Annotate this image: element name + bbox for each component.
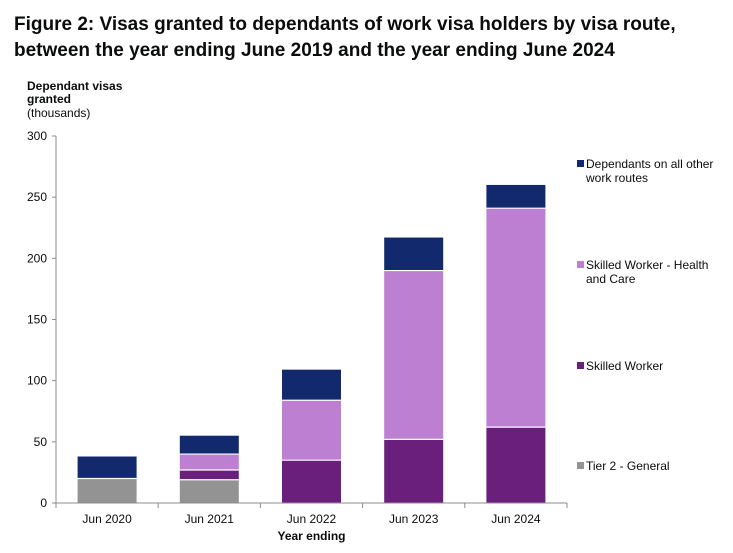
bar-segment <box>486 208 546 428</box>
bar-segment <box>77 456 137 479</box>
bar-segment <box>282 369 341 401</box>
y-axis-label: Dependant visas granted <box>27 79 123 106</box>
x-axis-label: Year ending <box>277 529 345 543</box>
legend-label: Dependants on all other work routes <box>586 157 714 185</box>
y-tick-label: 100 <box>27 374 47 388</box>
x-tick-label: Jun 2021 <box>185 512 235 526</box>
y-tick-label: 250 <box>27 190 47 204</box>
y-tick-label: 150 <box>27 313 47 327</box>
bar-segment <box>179 454 239 470</box>
bar-segment <box>179 469 239 480</box>
bar-segment <box>384 270 444 440</box>
bar-segment <box>179 479 239 503</box>
legend-label: Skilled Worker - Health and Care <box>586 258 709 286</box>
bar-segment <box>384 237 444 271</box>
bar-segment <box>282 400 341 461</box>
x-tick-label: Jun 2022 <box>287 512 337 526</box>
bar-segment <box>179 435 239 455</box>
y-tick-label: 200 <box>27 251 47 265</box>
bar-segment <box>77 478 137 503</box>
y-tick-label: 0 <box>40 496 47 510</box>
legend-swatch <box>577 462 584 469</box>
y-tick-label: 300 <box>27 129 47 143</box>
legend-label: Skilled Worker <box>586 359 664 373</box>
bar-segment <box>486 184 546 209</box>
bar-segment <box>384 439 444 503</box>
x-tick-label: Jun 2023 <box>389 512 439 526</box>
x-tick-label: Jun 2024 <box>491 512 541 526</box>
legend-label: Tier 2 - General <box>586 459 670 473</box>
figure-title: Figure 2: Visas granted to dependants of… <box>14 14 676 61</box>
x-tick-label: Jun 2020 <box>82 512 132 526</box>
legend-swatch <box>577 261 584 268</box>
bar-segment <box>282 460 341 503</box>
legend-swatch <box>577 160 584 167</box>
legend-swatch <box>577 362 584 369</box>
y-tick-label: 50 <box>34 435 48 449</box>
y-axis-unit: (thousands) <box>27 106 91 120</box>
bar-segment <box>486 427 546 503</box>
